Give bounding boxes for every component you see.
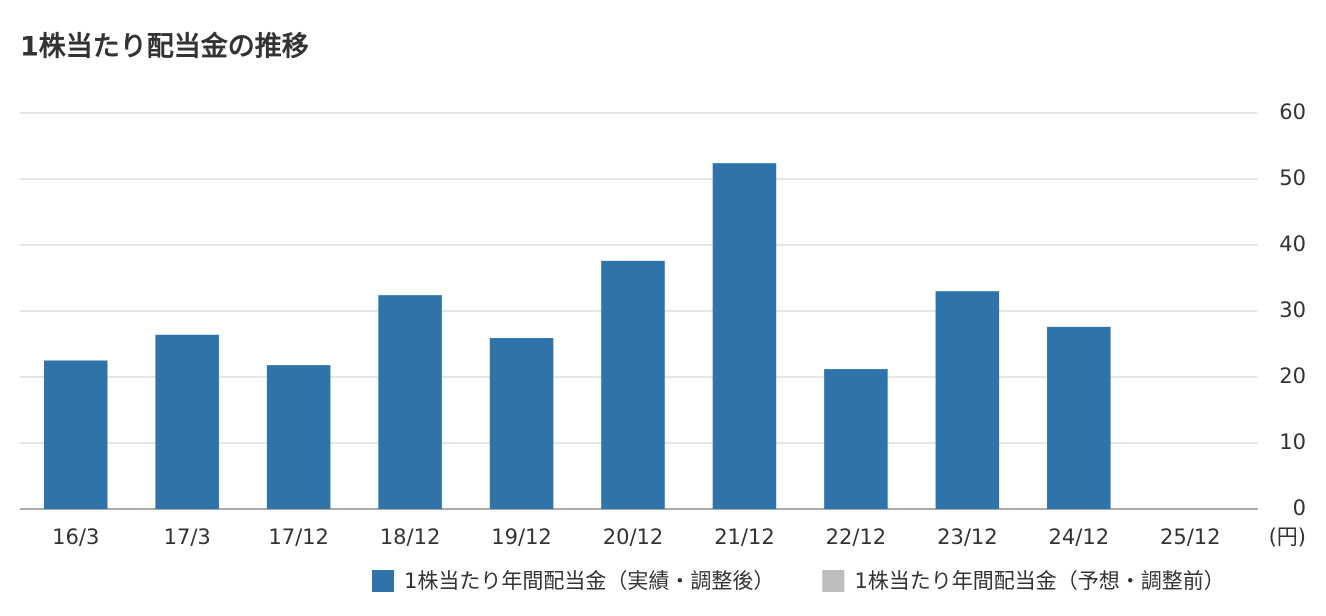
x-tick-label: 18/12 bbox=[380, 525, 441, 549]
bar bbox=[601, 260, 665, 509]
x-tick-label: 22/12 bbox=[826, 525, 887, 549]
bar bbox=[378, 295, 442, 509]
x-tick-label: 20/12 bbox=[603, 525, 664, 549]
legend-label: 1株当たり年間配当金（実績・調整後） bbox=[404, 569, 774, 593]
y-tick-label: 0 bbox=[1293, 496, 1306, 520]
legend-label: 1株当たり年間配当金（予想・調整前） bbox=[854, 569, 1224, 593]
bar bbox=[266, 365, 331, 509]
y-tick-label: 20 bbox=[1279, 364, 1306, 388]
x-tick-label: 17/12 bbox=[268, 525, 329, 549]
y-tick-label: 60 bbox=[1279, 100, 1306, 124]
x-tick-label: 25/12 bbox=[1160, 525, 1221, 549]
bar bbox=[824, 369, 888, 509]
bar bbox=[712, 163, 777, 509]
y-tick-label: 10 bbox=[1279, 430, 1306, 454]
x-tick-label: 16/3 bbox=[52, 525, 99, 549]
unit-label: (円) bbox=[1269, 525, 1306, 549]
legend-swatch bbox=[822, 570, 845, 592]
y-tick-label: 50 bbox=[1279, 166, 1306, 190]
x-tick-label: 24/12 bbox=[1049, 525, 1110, 549]
chart-title: 1株当たり配当金の推移 bbox=[20, 31, 309, 63]
x-tick-label: 19/12 bbox=[491, 525, 552, 549]
y-tick-label: 40 bbox=[1279, 232, 1306, 256]
x-tick-label: 17/3 bbox=[164, 525, 211, 549]
bar bbox=[155, 334, 219, 509]
bar bbox=[489, 338, 554, 509]
bar bbox=[1047, 326, 1111, 509]
y-tick-label: 30 bbox=[1279, 298, 1306, 322]
legend-swatch bbox=[372, 570, 394, 592]
bar bbox=[935, 291, 1000, 509]
bar bbox=[43, 360, 108, 509]
x-tick-label: 23/12 bbox=[937, 525, 998, 549]
x-tick-label: 21/12 bbox=[714, 525, 775, 549]
